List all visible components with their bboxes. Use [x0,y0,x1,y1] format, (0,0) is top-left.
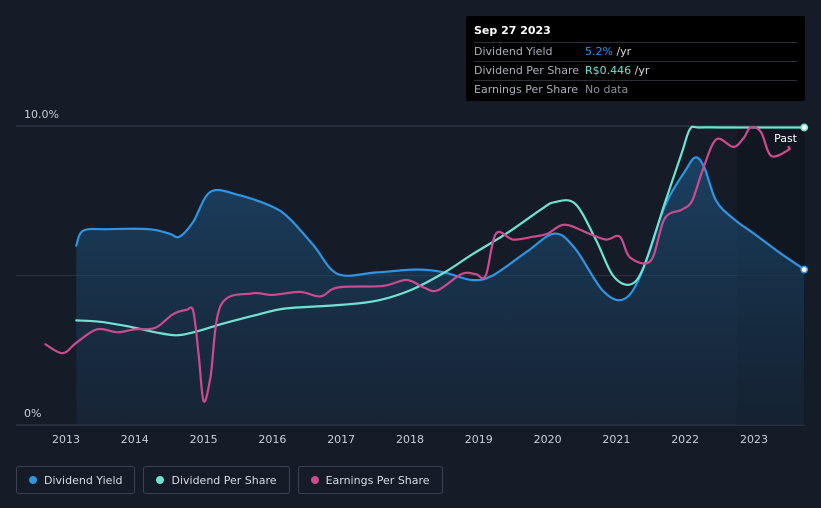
x-tick-label: 2015 [190,433,218,446]
tooltip-value-wrap: R$0.446 /yr [585,62,649,80]
tooltip-value: No data [585,83,629,96]
tooltip-row-earnings-per-share: Earnings Per Share No data [474,80,797,99]
x-tick-label: 2018 [396,433,424,446]
legend-dot-icon [156,476,165,484]
tooltip-row-dividend-per-share: Dividend Per Share R$0.446 /yr [474,61,797,80]
tooltip-label: Earnings Per Share [474,83,579,96]
x-tick-label: 2022 [671,433,699,446]
tooltip: Sep 27 2023 Dividend Yield 5.2% /yr Divi… [466,16,805,101]
tooltip-value: R$0.446 [585,64,632,77]
x-axis: 2013 2014 2015 2016 2017 2018 2019 2020 2021 2022… [52,433,768,446]
tooltip-row-dividend-yield: Dividend Yield 5.2% /yr [474,42,797,61]
line-layer [44,123,809,403]
tooltip-label: Dividend Yield [474,45,553,58]
tooltip-date: Sep 27 2023 [474,24,551,37]
x-tick-label: 2020 [534,433,562,446]
legend-dot-icon [29,476,37,484]
endpoint-dividend-per-share [800,123,809,132]
x-tick-label: 2019 [465,433,493,446]
series-line-earnings-per-share [44,126,791,403]
legend-item-dividend-per-share[interactable]: Dividend Per Share [143,466,290,494]
x-tick-label: 2013 [52,433,80,446]
x-tick-label: 2014 [121,433,149,446]
series-area-dividend-yield [76,157,805,425]
legend-item-dividend-yield[interactable]: Dividend Yield [16,466,136,494]
tooltip-value: 5.2% [585,45,613,58]
y-axis-label-top: 10.0% [24,108,59,121]
series-line-dividend-yield [75,156,806,302]
legend-label: Dividend Yield [44,473,123,487]
tooltip-label: Dividend Per Share [474,64,580,77]
area-layer [76,157,805,425]
legend: Dividend Yield Dividend Per Share Earnin… [16,466,443,494]
x-tick-label: 2016 [258,433,286,446]
x-tick-label: 2017 [327,433,355,446]
tooltip-value-wrap: No data [585,81,628,99]
legend-label: Dividend Per Share [171,473,277,487]
legend-label: Earnings Per Share [325,473,430,487]
x-tick-label: 2021 [602,433,630,446]
tooltip-unit: /yr [631,64,650,77]
past-label: Past [774,132,798,145]
endpoint-dividend-yield [800,265,809,274]
legend-item-earnings-per-share[interactable]: Earnings Per Share [297,466,443,494]
tooltip-value-wrap: 5.2% /yr [585,43,631,61]
y-axis-label-bottom: 0% [24,407,41,420]
x-tick-label: 2023 [740,433,768,446]
legend-dot-icon [310,476,319,484]
tooltip-unit: /yr [612,45,632,58]
